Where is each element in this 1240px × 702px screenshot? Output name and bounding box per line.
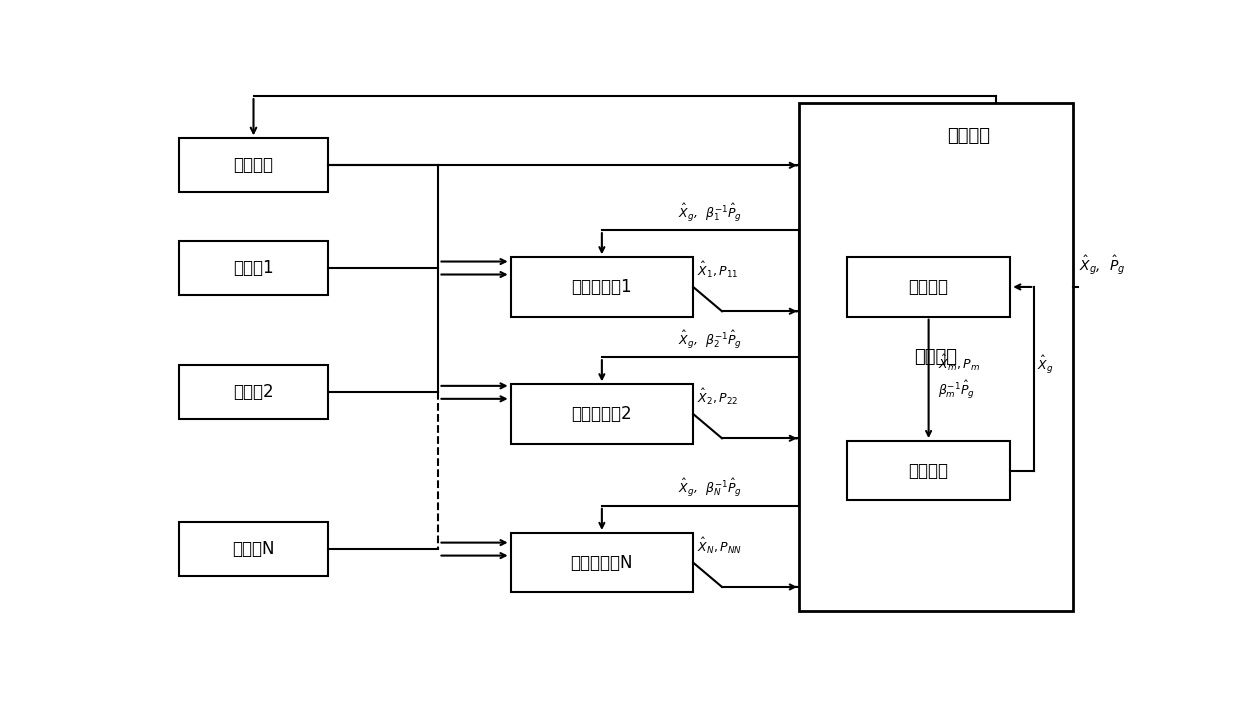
Text: $\hat{X}_g$,  $\beta_1^{-1}\hat{P}_g$: $\hat{X}_g$, $\beta_1^{-1}\hat{P}_g$ <box>678 201 742 224</box>
Bar <box>511 384 693 444</box>
Text: $\hat{X}_g$,  $\hat{P}_g$: $\hat{X}_g$, $\hat{P}_g$ <box>1079 253 1125 277</box>
Text: 主滤波器: 主滤波器 <box>914 348 957 366</box>
Text: 子系统1: 子系统1 <box>233 259 274 277</box>
Text: $\hat{X}_g$,  $\beta_2^{-1}\hat{P}_g$: $\hat{X}_g$, $\beta_2^{-1}\hat{P}_g$ <box>678 329 742 351</box>
Text: $\beta_m^{-1}\hat{P}_g$: $\beta_m^{-1}\hat{P}_g$ <box>939 378 976 401</box>
Text: 局部滤波器N: 局部滤波器N <box>570 554 634 571</box>
Bar <box>799 103 1073 611</box>
Bar <box>847 441 1011 501</box>
Bar <box>511 257 693 317</box>
Text: $\hat{X}_g$,  $\beta_N^{-1}\hat{P}_g$: $\hat{X}_g$, $\beta_N^{-1}\hat{P}_g$ <box>678 477 742 499</box>
Bar <box>179 241 327 295</box>
Text: 时间更新: 时间更新 <box>909 278 949 296</box>
Text: 局部滤波器1: 局部滤波器1 <box>572 278 632 296</box>
Text: 子系统2: 子系统2 <box>233 383 274 402</box>
Text: 主滤波器: 主滤波器 <box>947 128 991 145</box>
Text: $\hat{X}_m, P_m$: $\hat{X}_m, P_m$ <box>939 352 980 373</box>
Text: $\hat{X}_2, P_{22}$: $\hat{X}_2, P_{22}$ <box>697 388 738 407</box>
Bar <box>847 257 1011 317</box>
Text: $\hat{X}_g$: $\hat{X}_g$ <box>1037 354 1054 376</box>
Text: 局部滤波器2: 局部滤波器2 <box>572 405 632 423</box>
Text: $\hat{X}_1, P_{11}$: $\hat{X}_1, P_{11}$ <box>697 260 738 281</box>
Bar <box>179 138 327 192</box>
Text: 参考系统: 参考系统 <box>233 157 274 174</box>
Text: 子系统N: 子系统N <box>232 540 275 558</box>
Bar <box>511 533 693 592</box>
Text: 最优融合: 最优融合 <box>909 462 949 479</box>
Bar <box>179 522 327 576</box>
Text: $\hat{X}_N, P_{NN}$: $\hat{X}_N, P_{NN}$ <box>697 536 742 556</box>
Bar <box>179 365 327 419</box>
